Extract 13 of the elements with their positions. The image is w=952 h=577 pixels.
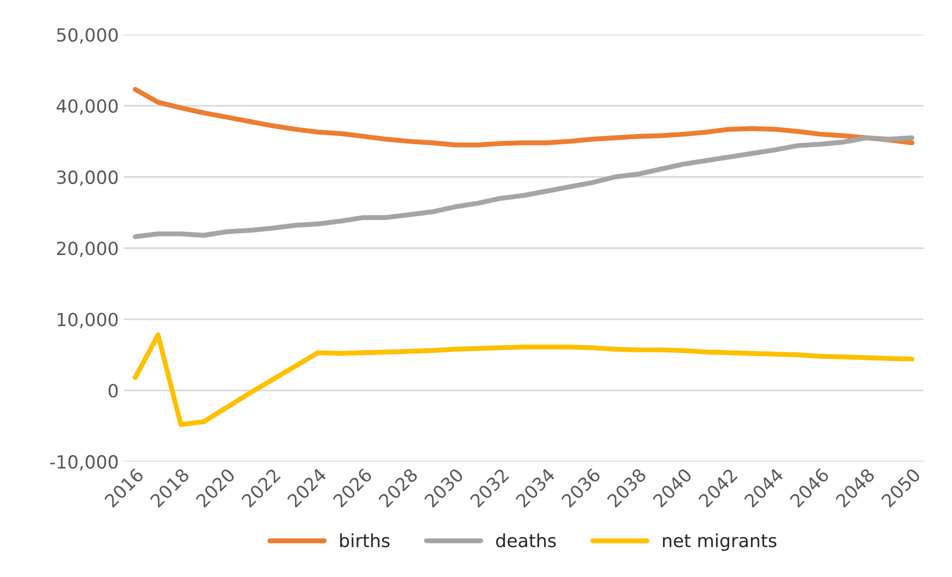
line-series xyxy=(132,332,914,428)
line-series xyxy=(132,86,914,148)
y-tick-label: 10,000 xyxy=(58,312,118,328)
y-tick-label: -10,000 xyxy=(50,455,118,471)
line-series xyxy=(132,135,914,240)
y-tick-label: 40,000 xyxy=(56,99,118,115)
legend-label: births xyxy=(340,533,390,548)
y-tick-label: 30,000 xyxy=(57,170,118,186)
y-tick-label: 20,000 xyxy=(57,242,118,258)
y-tick-label: 0 xyxy=(108,384,118,398)
y-tick-label: 50,000 xyxy=(57,28,118,44)
legend-label: deaths xyxy=(496,533,556,548)
legend-label: net migrants xyxy=(663,533,776,551)
